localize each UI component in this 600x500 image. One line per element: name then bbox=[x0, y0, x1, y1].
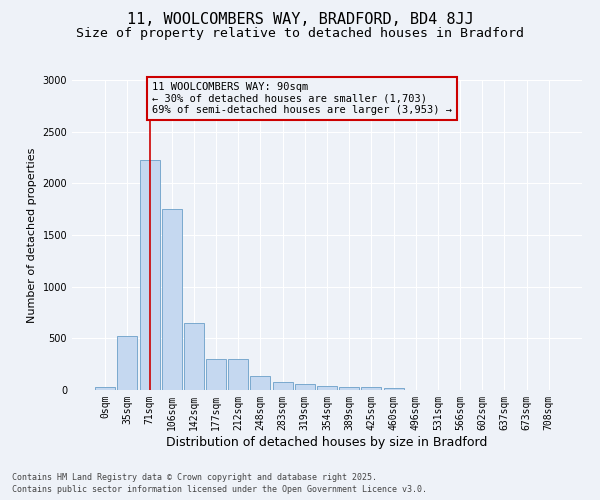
Bar bbox=[250, 376, 271, 390]
Text: Contains public sector information licensed under the Open Government Licence v3: Contains public sector information licen… bbox=[12, 485, 427, 494]
Bar bbox=[95, 388, 115, 390]
Bar bbox=[383, 388, 404, 390]
Text: 11 WOOLCOMBERS WAY: 90sqm
← 30% of detached houses are smaller (1,703)
69% of se: 11 WOOLCOMBERS WAY: 90sqm ← 30% of detac… bbox=[152, 82, 452, 116]
Y-axis label: Number of detached properties: Number of detached properties bbox=[27, 148, 37, 322]
Text: 11, WOOLCOMBERS WAY, BRADFORD, BD4 8JJ: 11, WOOLCOMBERS WAY, BRADFORD, BD4 8JJ bbox=[127, 12, 473, 28]
Bar bbox=[184, 323, 204, 390]
Bar bbox=[162, 209, 182, 390]
Text: Size of property relative to detached houses in Bradford: Size of property relative to detached ho… bbox=[76, 28, 524, 40]
Bar bbox=[118, 336, 137, 390]
Bar bbox=[140, 160, 160, 390]
Bar bbox=[272, 382, 293, 390]
Text: Contains HM Land Registry data © Crown copyright and database right 2025.: Contains HM Land Registry data © Crown c… bbox=[12, 474, 377, 482]
Bar bbox=[361, 388, 382, 390]
Bar bbox=[295, 384, 315, 390]
Bar bbox=[339, 387, 359, 390]
Bar bbox=[228, 359, 248, 390]
X-axis label: Distribution of detached houses by size in Bradford: Distribution of detached houses by size … bbox=[166, 436, 488, 448]
Bar bbox=[206, 359, 226, 390]
Bar bbox=[317, 386, 337, 390]
